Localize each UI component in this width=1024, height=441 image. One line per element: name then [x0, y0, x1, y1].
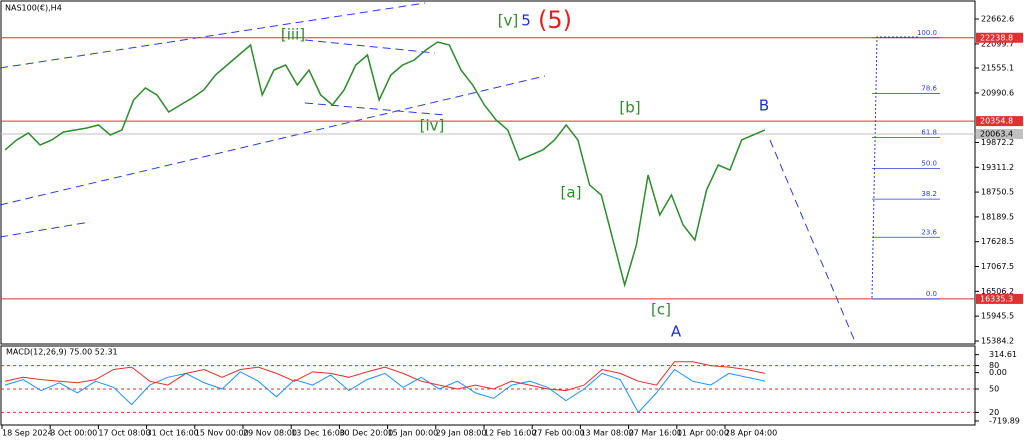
- macd-line: [4, 368, 766, 414]
- y-tick-label: 17628.5: [981, 237, 1014, 246]
- y-tick-label: 20: [989, 408, 999, 417]
- y-tick-label: 22099.7: [981, 39, 1014, 48]
- fib-label: 78.6: [921, 85, 937, 93]
- x-tick-label: 27 Mar 16:00: [629, 429, 682, 438]
- wave-label: [c]: [651, 301, 671, 319]
- x-tick-label: 29 Nov 08:00: [243, 429, 297, 438]
- y-tick-label: 22662.6: [981, 15, 1014, 24]
- x-tick-label: 13 Mar 08:00: [580, 429, 633, 438]
- fib-label: 100.0: [917, 29, 937, 37]
- y-tick-label: 15384.2: [981, 336, 1014, 345]
- x-tick-label: 3 Oct 00:00: [50, 429, 97, 438]
- projection-line: [769, 139, 857, 345]
- wave-label: [b]: [619, 99, 640, 117]
- wave-label: [v]: [498, 12, 519, 30]
- y-tick-label: 16506.2: [981, 287, 1014, 296]
- level-label: 20063.4: [980, 129, 1013, 138]
- level-badge: [976, 128, 1023, 139]
- trendline: [0, 2, 426, 69]
- wave-label: (5): [538, 6, 572, 34]
- x-tick-label: 27 Feb 00:00: [532, 429, 584, 438]
- y-tick-label: 19872.2: [981, 138, 1014, 147]
- wave-label: B: [759, 97, 769, 115]
- x-tick-label: 18 Sep 2024: [2, 429, 53, 438]
- y-tick-label: -719.89: [989, 416, 1020, 425]
- macd-line: [4, 361, 766, 392]
- y-tick-label: 15945.5: [981, 312, 1014, 321]
- x-tick-label: 28 Apr 04:00: [725, 429, 777, 438]
- level-badge: [976, 293, 1023, 304]
- x-tick-label: 11 Apr 00:00: [677, 429, 729, 438]
- y-tick-label: 0.00: [989, 368, 1007, 377]
- x-tick-label: 31 Oct 16:00: [147, 429, 199, 438]
- x-tick-label: 17 Oct 08:00: [98, 429, 150, 438]
- x-tick-label: 30 Dec 20:00: [339, 429, 393, 438]
- fib-label: 50.0: [921, 159, 937, 167]
- y-tick-label: 80: [989, 361, 999, 370]
- macd-title: MACD(12,26,9) 75.00 52.31: [6, 348, 118, 357]
- y-tick-label: 20990.6: [981, 88, 1014, 97]
- y-tick-label: 50: [989, 385, 999, 394]
- level-label: 16335.3: [980, 294, 1013, 303]
- x-tick-label: 15 Jan 00:00: [388, 429, 439, 438]
- trendline: [0, 75, 546, 206]
- trendline: [0, 221, 91, 238]
- trendline: [304, 102, 446, 116]
- wave-label: [a]: [561, 184, 582, 202]
- level-badge: [976, 116, 1023, 127]
- fib-label: 0.0: [926, 290, 937, 298]
- symbol-label: NAS100(€),H4: [5, 4, 62, 13]
- x-tick-label: 29 Jan 08:00: [436, 429, 487, 438]
- y-tick-label: 19311.2: [981, 163, 1014, 172]
- trendline: [304, 39, 436, 54]
- fib-label: 23.6: [921, 228, 937, 236]
- fib-anchor: [871, 36, 920, 299]
- trendlines: [0, 2, 857, 345]
- fib-label: 38.2: [921, 190, 937, 198]
- y-tick-label: 18189.5: [981, 212, 1014, 221]
- x-tick-label: 12 Feb 16:00: [484, 429, 536, 438]
- x-tick-label: 15 Nov 00:00: [195, 429, 249, 438]
- level-label: 22238.8: [980, 33, 1013, 42]
- wave-label: 5: [521, 12, 531, 30]
- level-label: 20354.8: [980, 117, 1013, 126]
- level-badge: [976, 32, 1023, 43]
- y-tick-label: 314.61: [989, 350, 1017, 359]
- price-line: [4, 41, 766, 288]
- wave-label: A: [671, 323, 682, 341]
- fib-label: 61.8: [921, 129, 937, 137]
- x-tick-label: 13 Dec 16:00: [291, 429, 345, 438]
- wave-label: [iii]: [281, 26, 305, 44]
- y-tick-label: 17067.5: [981, 262, 1014, 271]
- macd-frame: [0, 345, 976, 426]
- wave-label: [iv]: [420, 117, 445, 135]
- main-frame: [0, 0, 976, 345]
- y-tick-label: 21555.1: [981, 64, 1014, 73]
- y-tick-label: 18750.5: [981, 188, 1014, 197]
